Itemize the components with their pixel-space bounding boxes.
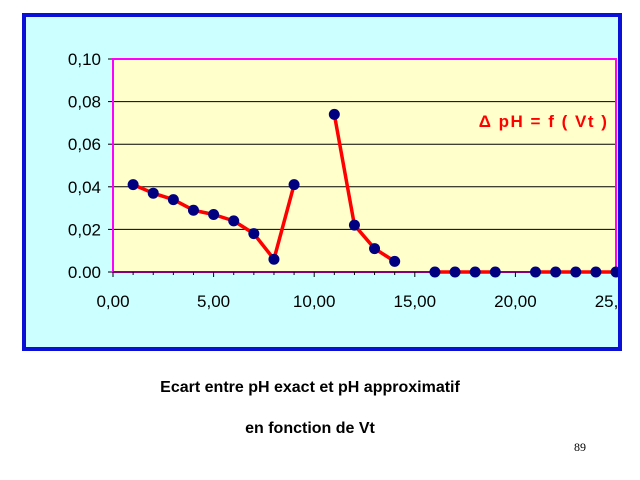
data-point — [228, 215, 240, 227]
plot-area — [113, 59, 616, 272]
y-tick-label: 0,10 — [68, 50, 101, 69]
data-point — [288, 179, 300, 191]
series-line — [332, 114, 396, 263]
data-point — [187, 204, 199, 216]
y-tick-label: 0,08 — [68, 93, 101, 112]
chart-frame: 0.00 0,02 0,04 0,06 0,08 0,10 0,00 5,00 10,00 15,… — [22, 13, 622, 351]
data-point — [348, 219, 360, 231]
data-point — [147, 187, 159, 199]
data-point — [167, 194, 179, 206]
chart-svg: 0.00 0,02 0,04 0,06 0,08 0,10 0,00 5,00 10,00 15,… — [68, 50, 618, 311]
data-point — [570, 266, 582, 278]
data-point — [268, 253, 280, 265]
x-tick-label: 20,00 — [494, 292, 537, 311]
x-tick-label: 0,00 — [96, 292, 129, 311]
data-point — [369, 243, 381, 255]
x-tick-label: 5,00 — [197, 292, 230, 311]
data-point — [328, 108, 340, 120]
data-point — [429, 266, 441, 278]
page-number: 89 — [574, 440, 586, 454]
data-point — [469, 266, 481, 278]
chart-title: Δ pH = f ( Vt ) — [479, 112, 609, 131]
data-point — [389, 255, 401, 267]
data-point — [610, 266, 618, 278]
data-point — [590, 266, 602, 278]
x-tick-label: 10,00 — [293, 292, 336, 311]
data-point — [489, 266, 501, 278]
data-point — [550, 266, 562, 278]
data-point — [248, 228, 260, 240]
y-tick-label: 0.00 — [68, 263, 101, 282]
caption-line-2: en fonction de Vt — [245, 420, 375, 437]
x-tick-label: 15,00 — [394, 292, 437, 311]
y-tick-label: 0,02 — [68, 220, 101, 239]
data-point — [449, 266, 461, 278]
caption-line-1: Ecart entre pH exact et pH approximatif — [160, 379, 460, 396]
y-tick-label: 0,06 — [68, 135, 101, 154]
data-point — [208, 208, 220, 220]
data-point — [530, 266, 542, 278]
data-point — [127, 179, 139, 191]
y-tick-label: 0,04 — [68, 178, 101, 197]
x-tick-label: 25,00 — [595, 292, 618, 311]
